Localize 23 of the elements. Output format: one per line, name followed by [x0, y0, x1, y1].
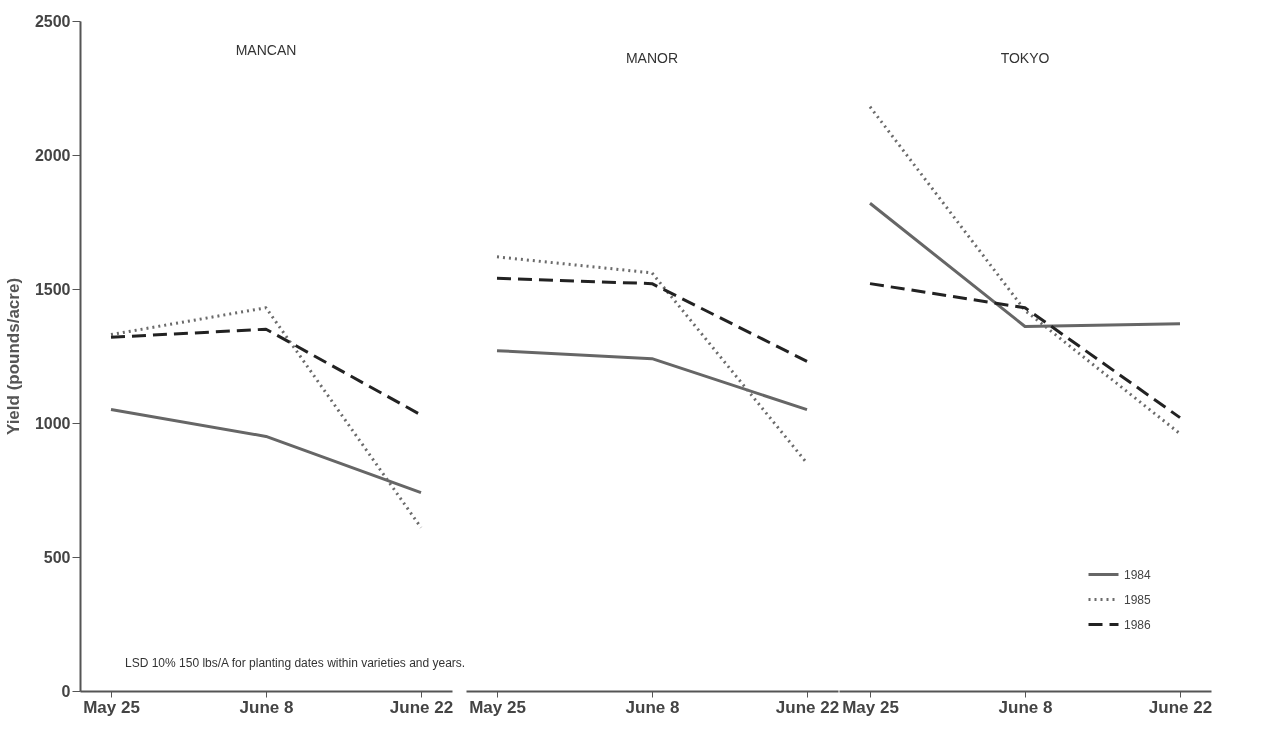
x-tick-label: June 22 [1148, 697, 1213, 717]
y-tick-label: 0 [61, 682, 71, 700]
text: MANCAN [235, 42, 297, 58]
x-tick-label: May 25 [469, 697, 526, 717]
legend-label: 1984 [1124, 567, 1152, 582]
y-tick-label: 2500 [34, 12, 71, 30]
y-tick-label: 500 [43, 548, 71, 566]
y-tick-label: 1500 [34, 280, 71, 298]
x-tick-label: June 8 [998, 697, 1053, 717]
x-tick-label: June 22 [775, 697, 840, 717]
legend-label: 1985 [1124, 592, 1152, 607]
x-tick-label: June 22 [389, 697, 454, 717]
y-tick-label: 1000 [34, 414, 71, 432]
text: MANOR [625, 50, 679, 66]
x-tick-label: May 25 [83, 697, 140, 717]
x-tick-label: May 25 [842, 697, 899, 717]
text: TOKYO [1000, 50, 1050, 66]
legend-label: 1986 [1124, 617, 1152, 632]
y-tick-label: 2000 [34, 146, 71, 164]
annotation: LSD 10% 150 lbs/A for planting dates within varieties and years. [125, 656, 466, 670]
y-axis-title: Yield (pounds/acre) [3, 277, 23, 436]
x-tick-label: June 8 [239, 697, 294, 717]
x-tick-label: June 8 [625, 697, 680, 717]
